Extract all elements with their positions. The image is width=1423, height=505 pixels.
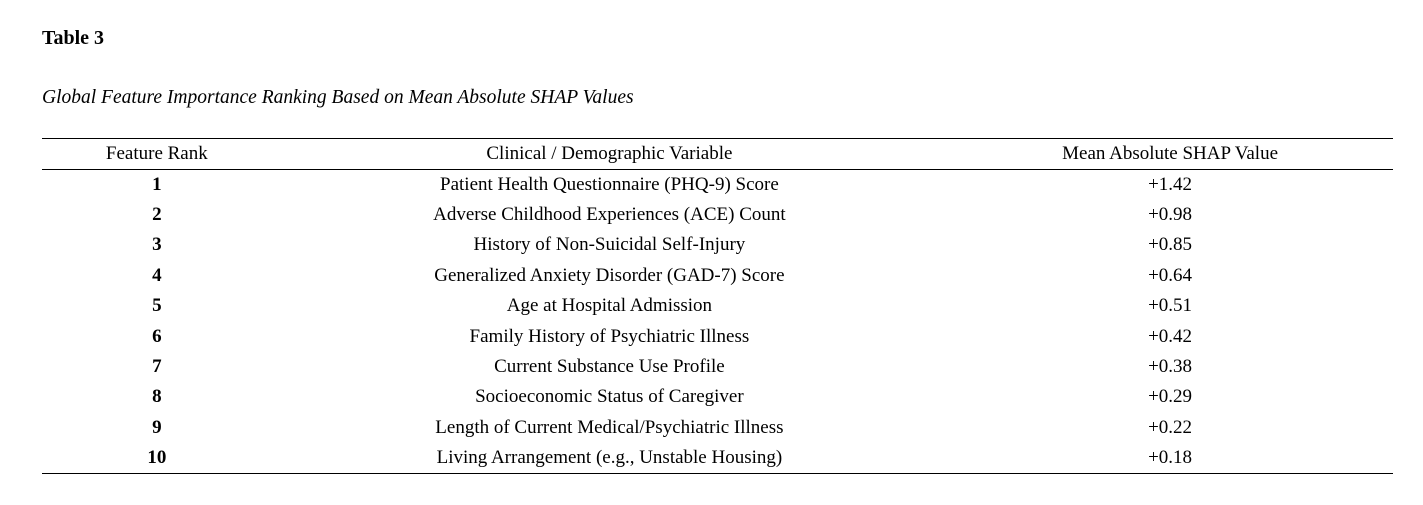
table-body: 1 Patient Health Questionnaire (PHQ-9) S… xyxy=(42,170,1393,474)
variable-cell: Length of Current Medical/Psychiatric Il… xyxy=(435,416,784,438)
rank-cell: 7 xyxy=(152,356,162,378)
table-row: 10 Living Arrangement (e.g., Unstable Ho… xyxy=(42,443,1393,473)
rank-cell: 8 xyxy=(152,386,162,408)
rank-cell: 4 xyxy=(152,264,162,286)
variable-cell: Adverse Childhood Experiences (ACE) Coun… xyxy=(433,204,786,226)
variable-cell: Age at Hospital Admission xyxy=(506,295,713,317)
shap-cell: +0.42 xyxy=(1148,325,1193,347)
variable-cell: Generalized Anxiety Disorder (GAD-7) Sco… xyxy=(434,264,785,286)
document-page: Table 3 Global Feature Importance Rankin… xyxy=(42,0,1393,474)
column-header-variable: Clinical / Demographic Variable xyxy=(271,138,948,170)
column-header-shap-value: Mean Absolute SHAP Value xyxy=(947,138,1393,170)
table-row: 6 Family History of Psychiatric Illness … xyxy=(42,321,1393,351)
table-row: 2 Adverse Childhood Experiences (ACE) Co… xyxy=(42,200,1393,230)
shap-cell: +0.18 xyxy=(1148,446,1193,468)
rank-cell: 5 xyxy=(152,295,162,317)
shap-cell: +0.29 xyxy=(1148,386,1193,408)
rank-cell: 9 xyxy=(152,416,162,438)
rank-cell: 10 xyxy=(147,446,167,468)
table-row: 4 Generalized Anxiety Disorder (GAD-7) S… xyxy=(42,261,1393,291)
shap-cell: +0.98 xyxy=(1148,204,1193,226)
shap-cell: +0.64 xyxy=(1148,264,1193,286)
variable-cell: Family History of Psychiatric Illness xyxy=(469,325,750,347)
shap-cell: +0.51 xyxy=(1148,295,1193,317)
table-row: 3 History of Non-Suicidal Self-Injury +0… xyxy=(42,230,1393,260)
table-row: 8 Socioeconomic Status of Caregiver +0.2… xyxy=(42,382,1393,412)
table-caption: Global Feature Importance Ranking Based … xyxy=(42,87,634,108)
variable-cell: Socioeconomic Status of Caregiver xyxy=(475,386,744,408)
shap-cell: +0.38 xyxy=(1148,356,1193,378)
shap-cell: +1.42 xyxy=(1148,173,1193,195)
table-row: 9 Length of Current Medical/Psychiatric … xyxy=(42,413,1393,443)
rank-cell: 6 xyxy=(152,325,162,347)
variable-cell: History of Non-Suicidal Self-Injury xyxy=(473,234,746,256)
variable-cell: Living Arrangement (e.g., Unstable Housi… xyxy=(436,446,783,468)
variable-cell: Patient Health Questionnaire (PHQ-9) Sco… xyxy=(440,173,779,195)
feature-importance-table: Feature Rank Clinical / Demographic Vari… xyxy=(42,138,1393,474)
variable-cell: Current Substance Use Profile xyxy=(494,356,725,378)
column-header-feature-rank: Feature Rank xyxy=(42,138,272,170)
rank-cell: 3 xyxy=(152,234,162,256)
rank-cell: 2 xyxy=(152,204,162,226)
table-header-row: Feature Rank Clinical / Demographic Vari… xyxy=(42,138,1393,170)
table-row: 7 Current Substance Use Profile +0.38 xyxy=(42,352,1393,382)
table-header: Feature Rank Clinical / Demographic Vari… xyxy=(42,138,1393,170)
shap-cell: +0.22 xyxy=(1148,416,1193,438)
shap-cell: +0.85 xyxy=(1148,234,1193,256)
rank-cell: 1 xyxy=(152,173,162,195)
table-number-label: Table 3 xyxy=(42,27,105,49)
table-row: 1 Patient Health Questionnaire (PHQ-9) S… xyxy=(42,170,1393,200)
table-row: 5 Age at Hospital Admission +0.51 xyxy=(42,291,1393,321)
